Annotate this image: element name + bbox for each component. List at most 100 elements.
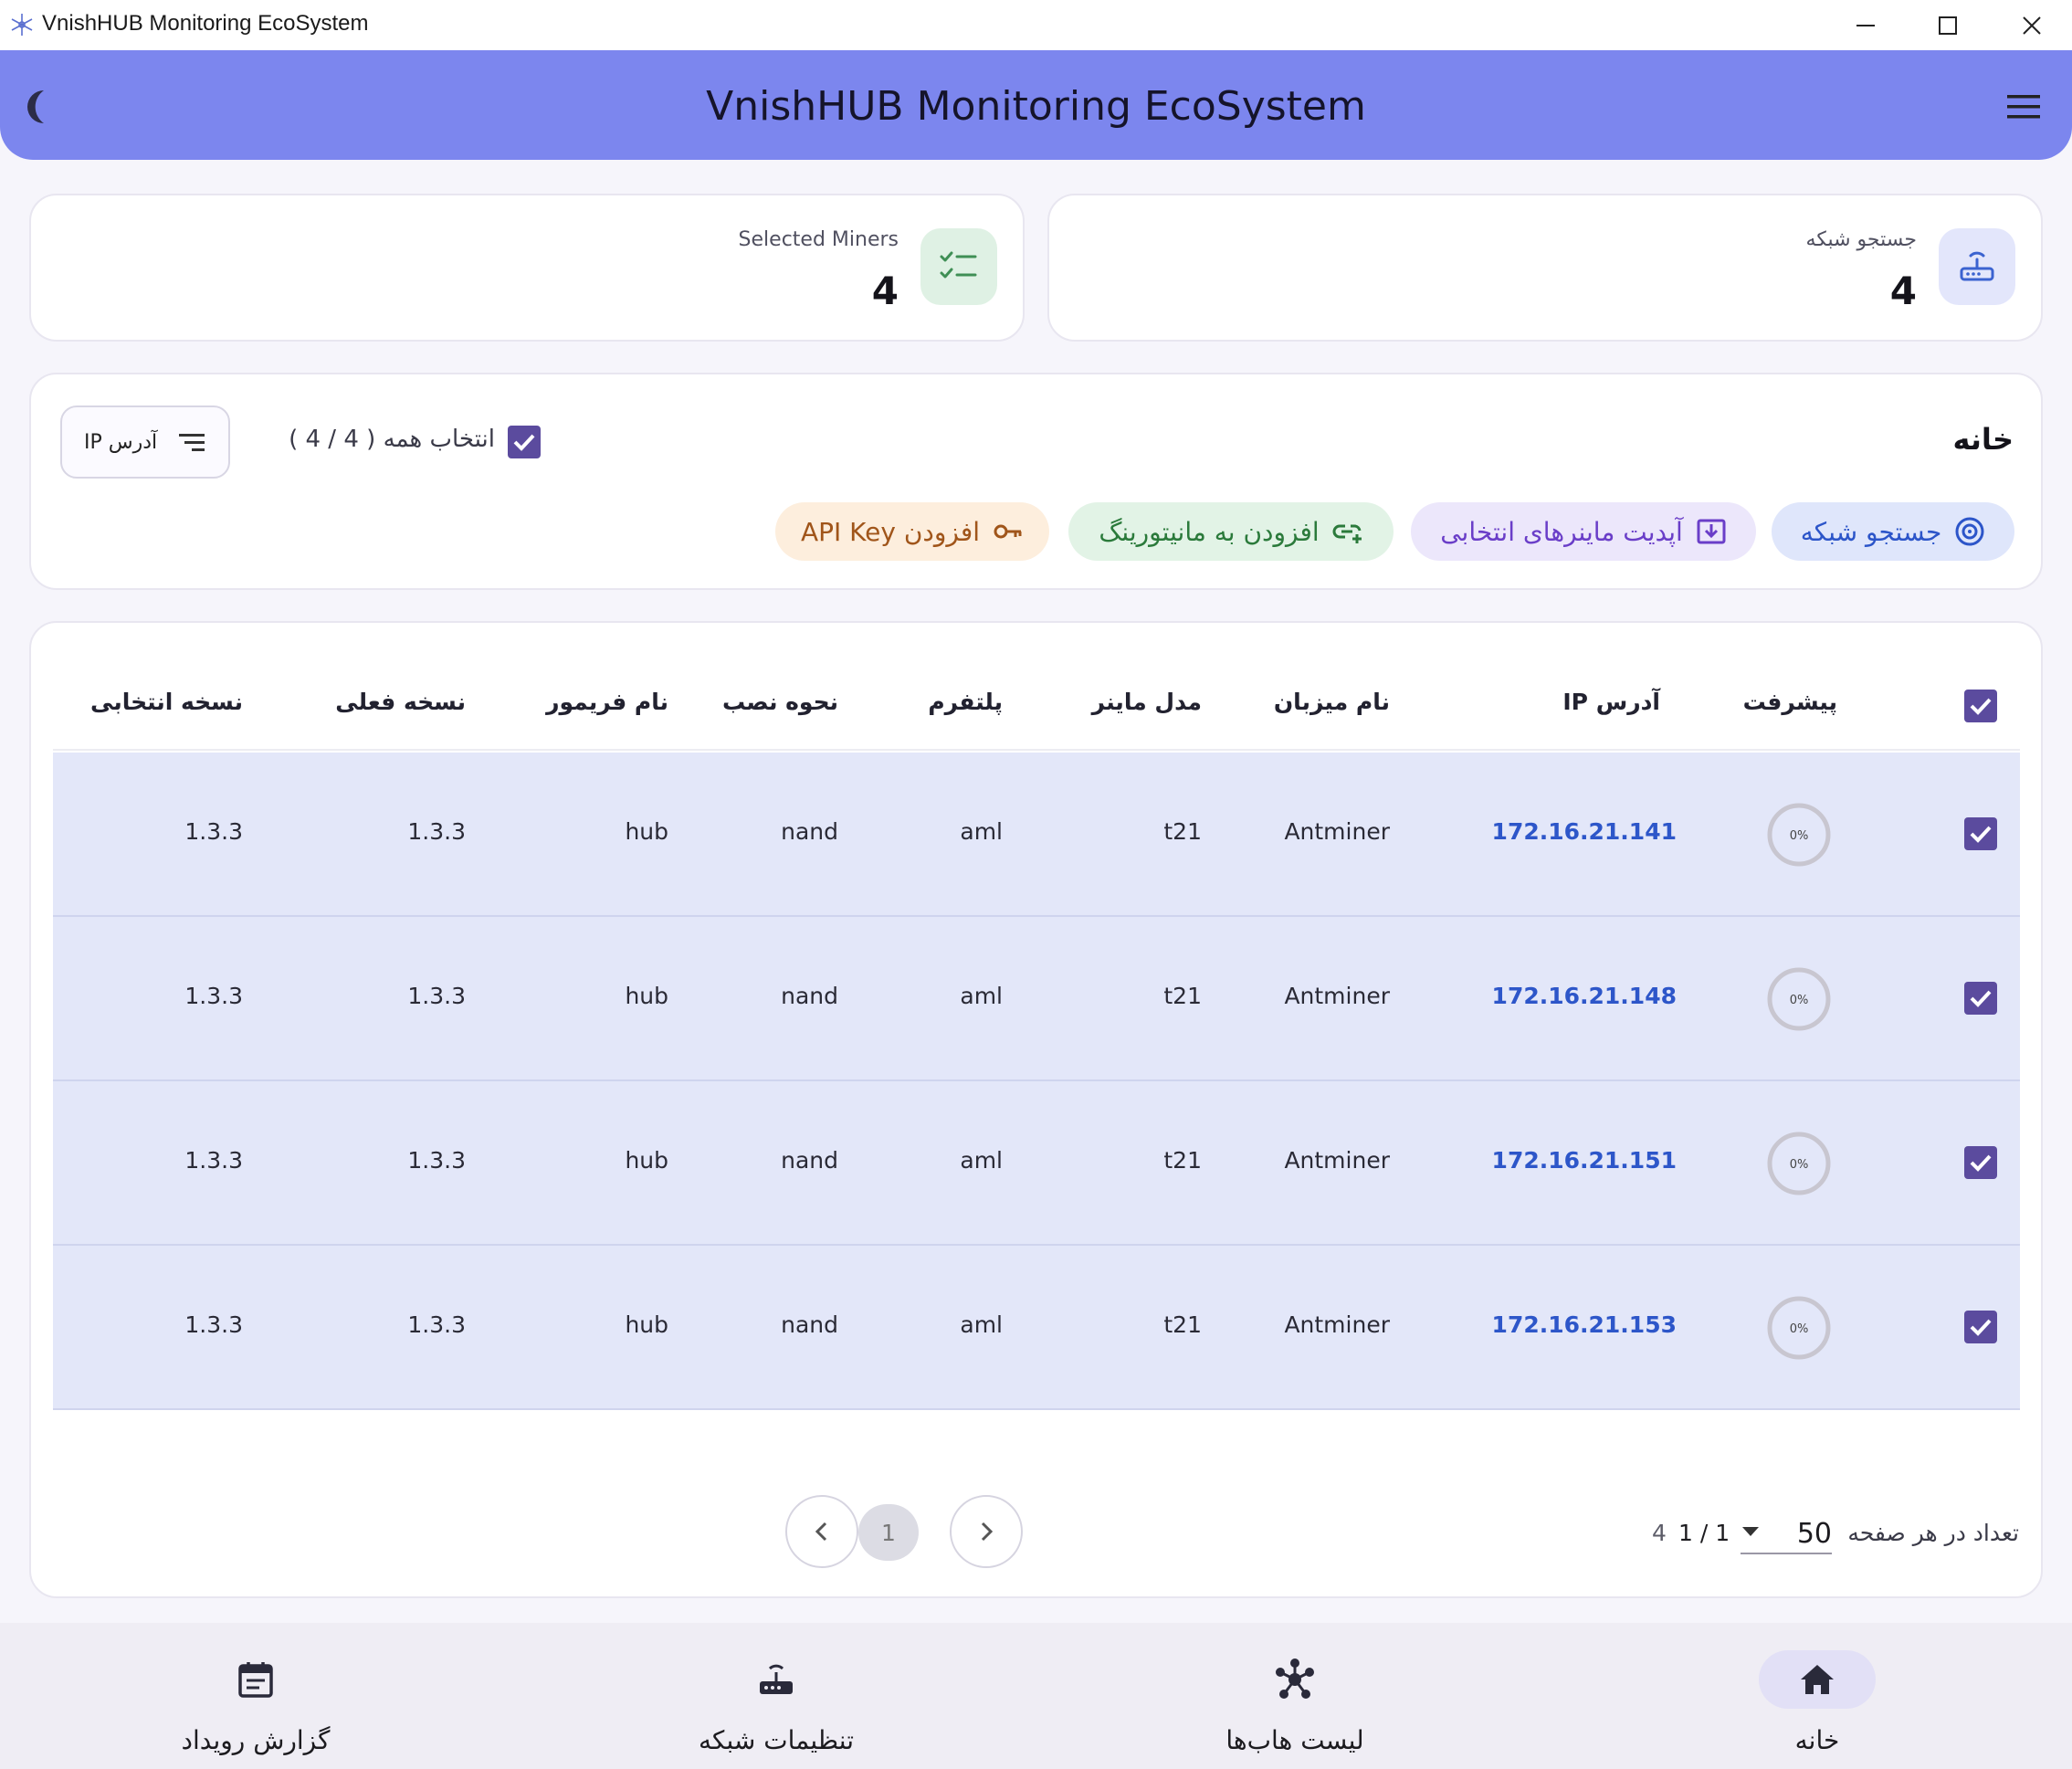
row-checkbox[interactable] <box>1963 981 1998 1016</box>
download-box-icon <box>1697 519 1726 544</box>
column-install[interactable]: نحوه نصب <box>721 689 838 715</box>
prev-page-button[interactable] <box>785 1495 858 1568</box>
column-model[interactable]: مدل ماینر <box>1091 689 1202 715</box>
selected-version-cell: 1.3.3 <box>184 1311 243 1338</box>
install-cell: nand <box>781 1147 838 1174</box>
close-button[interactable] <box>1991 0 2072 50</box>
progress-ring: 0% <box>1766 1131 1832 1196</box>
update-selected-button-label: آپدیت ماینرهای انتخابی <box>1440 516 1683 547</box>
platform-cell: aml <box>960 983 1003 1009</box>
app-logo-icon <box>11 14 33 36</box>
platform-cell: aml <box>960 818 1003 845</box>
firmware-cell: hub <box>625 1147 668 1174</box>
bottom-navigation: خانه لیس <box>0 1623 2072 1769</box>
table-row[interactable]: 0% 172.16.21.141 Antminer t21 aml nand h… <box>53 753 2020 917</box>
table-row[interactable]: 0% 172.16.21.148 Antminer t21 aml nand h… <box>53 917 2020 1081</box>
network-search-button[interactable]: جستجو شبکه <box>1772 502 2014 561</box>
nav-item-network-settings[interactable]: تنظیمات شبکه <box>639 1650 913 1760</box>
install-cell: nand <box>781 983 838 1009</box>
add-api-key-button[interactable]: افزودن API Key <box>775 502 1049 561</box>
calendar-icon <box>197 1650 314 1709</box>
row-checkbox[interactable] <box>1963 816 1998 851</box>
selected-miners-value: 4 <box>871 269 899 313</box>
nav-label-event-log: گزارش رویداد <box>181 1725 331 1755</box>
selected-version-cell: 1.3.3 <box>184 983 243 1009</box>
page-title: خانه <box>1952 422 2014 457</box>
window-title: VnishHUB Monitoring EcoSystem <box>42 11 369 36</box>
sort-by-button[interactable]: آدرس IP <box>60 405 230 479</box>
ip-link[interactable]: 172.16.21.141 <box>1491 818 1677 845</box>
column-firmware[interactable]: نام فریمور <box>546 689 668 715</box>
model-cell: t21 <box>1163 1147 1202 1174</box>
table-row[interactable]: 0% 172.16.21.153 Antminer t21 aml nand h… <box>53 1246 2020 1410</box>
hamburger-menu-icon[interactable] <box>2005 92 2042 121</box>
selected-version-cell: 1.3.3 <box>184 818 243 845</box>
nav-item-hubs[interactable]: لیست هاب‌ها <box>1158 1650 1432 1760</box>
progress-text: 0% <box>1790 994 1809 1007</box>
firmware-cell: hub <box>625 1311 668 1338</box>
select-all-label: انتخاب همه ( 4 / 4 ) <box>289 426 495 453</box>
add-monitoring-button-label: افزودن به مانیتورینگ <box>1099 516 1320 547</box>
maximize-icon <box>1939 16 1957 35</box>
column-current-version[interactable]: نسخه فعلی <box>335 689 466 715</box>
current-version-cell: 1.3.3 <box>407 818 466 845</box>
rows-per-page-select[interactable]: 50 <box>1741 1500 1832 1554</box>
model-cell: t21 <box>1163 1311 1202 1338</box>
network-search-value: 4 <box>1889 269 1917 313</box>
ip-link[interactable]: 172.16.21.151 <box>1491 1147 1677 1174</box>
minimize-button[interactable] <box>1825 0 1907 50</box>
current-version-cell: 1.3.3 <box>407 983 466 1009</box>
ip-link[interactable]: 172.16.21.148 <box>1491 983 1677 1009</box>
select-all-checkbox[interactable] <box>506 424 542 460</box>
current-version-cell: 1.3.3 <box>407 1311 466 1338</box>
rows-per-page-value: 50 <box>1796 1518 1832 1550</box>
update-selected-button[interactable]: آپدیت ماینرهای انتخابی <box>1411 502 1756 561</box>
hub-network-icon <box>1236 1650 1353 1709</box>
platform-cell: aml <box>960 1147 1003 1174</box>
ip-link[interactable]: 172.16.21.153 <box>1491 1311 1677 1338</box>
checklist-icon <box>920 228 997 305</box>
chevron-right-icon <box>981 1522 994 1542</box>
header-select-checkbox[interactable] <box>1963 689 1998 723</box>
network-search-label: جستجو شبکه <box>1805 228 1917 251</box>
maximize-button[interactable] <box>1907 0 1989 50</box>
close-icon <box>2023 16 2041 35</box>
link-add-icon <box>1332 524 1362 543</box>
app-title: VnishHUB Monitoring EcoSystem <box>706 83 1366 130</box>
row-checkbox[interactable] <box>1963 1310 1998 1344</box>
row-checkbox[interactable] <box>1963 1145 1998 1180</box>
router-icon <box>718 1650 835 1709</box>
column-progress[interactable]: پیشرفت <box>1742 689 1837 715</box>
dropdown-caret-icon <box>1742 1527 1759 1536</box>
host-cell: Antminer <box>1284 818 1390 845</box>
progress-ring: 0% <box>1766 1295 1832 1361</box>
add-monitoring-button[interactable]: افزودن به مانیتورینگ <box>1068 502 1394 561</box>
nav-label-home: خانه <box>1794 1725 1840 1755</box>
progress-text: 0% <box>1790 1322 1809 1336</box>
table-row[interactable]: 0% 172.16.21.151 Antminer t21 aml nand h… <box>53 1081 2020 1246</box>
column-selected-version[interactable]: نسخه انتخابی <box>90 689 243 715</box>
chevron-left-icon <box>815 1522 827 1542</box>
progress-text: 0% <box>1790 829 1809 843</box>
progress-ring: 0% <box>1766 802 1832 868</box>
page-number-button[interactable]: 1 <box>858 1504 919 1561</box>
minimize-icon <box>1856 24 1875 26</box>
total-count: 4 <box>1652 1520 1667 1546</box>
table-header: پیشرفت آدرس IP نام میزبان مدل ماینر پلتف… <box>53 659 2020 751</box>
moon-icon[interactable] <box>18 87 58 127</box>
column-host[interactable]: نام میزبان <box>1273 689 1390 715</box>
selected-version-cell: 1.3.3 <box>184 1147 243 1174</box>
network-search-card: جستجو شبکه 4 <box>1047 194 2043 342</box>
host-cell: Antminer <box>1284 1311 1390 1338</box>
selected-miners-label: Selected Miners <box>738 228 899 251</box>
model-cell: t21 <box>1163 983 1202 1009</box>
column-platform[interactable]: پلتفرم <box>928 689 1003 715</box>
next-page-button[interactable] <box>950 1495 1023 1568</box>
key-icon <box>994 524 1022 539</box>
column-ip[interactable]: آدرس IP <box>1562 689 1660 715</box>
nav-item-home[interactable]: خانه <box>1680 1650 1954 1760</box>
current-version-cell: 1.3.3 <box>407 1147 466 1174</box>
nav-item-event-log[interactable]: گزارش رویداد <box>119 1650 393 1760</box>
progress-ring: 0% <box>1766 966 1832 1032</box>
actions-panel: خانه انتخاب همه ( 4 / 4 ) آدرس IP جستجو … <box>29 373 2043 590</box>
